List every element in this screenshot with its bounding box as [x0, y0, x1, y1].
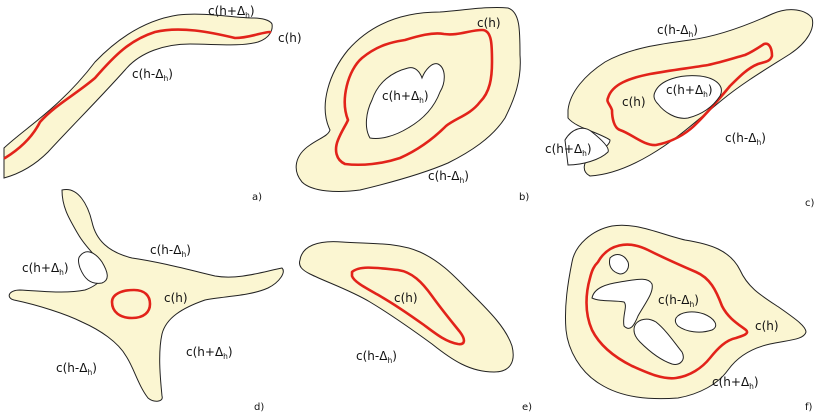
label-c-plus-edge: c(h+Δh) — [545, 142, 592, 158]
panel-e — [299, 241, 514, 373]
panel-c — [564, 9, 814, 177]
label-f-ch: c(h) — [755, 319, 779, 333]
panel-f-hole-4 — [674, 311, 717, 333]
label-e-minus: c(h-Δh) — [356, 349, 397, 365]
label-b-plus: c(h+Δh) — [382, 89, 429, 105]
panel-letter-a: a) — [252, 192, 262, 203]
panel-letter-e: e) — [522, 402, 532, 413]
label-c-plus-inner: c(h+Δh) — [666, 83, 713, 99]
panel-b-hole — [365, 63, 445, 139]
label-d-plus-right: c(h+Δh) — [186, 345, 233, 361]
panel-letter-c: c) — [805, 198, 814, 209]
label-b-ch: c(h) — [477, 16, 501, 30]
panel-d — [8, 189, 284, 402]
panel-f — [564, 224, 807, 400]
panel-c-hole-edge — [564, 127, 609, 166]
label-b-minus: c(h-Δh) — [428, 169, 469, 185]
label-e-ch: c(h) — [394, 291, 418, 305]
panel-b — [295, 6, 521, 192]
panel-f-hole-2 — [591, 278, 653, 329]
label-f-minus: c(h-Δh) — [658, 293, 699, 309]
label-a-plus: c(h+Δh) — [208, 4, 255, 20]
panel-c-hole-inner — [653, 75, 722, 119]
label-c-minus-bottom: c(h-Δh) — [725, 131, 766, 147]
panel-e-contour — [350, 266, 466, 346]
label-a-minus: c(h-Δh) — [132, 67, 173, 83]
label-c-ch: c(h) — [622, 95, 646, 109]
panel-e-zone — [299, 241, 514, 373]
panel-letter-b: b) — [519, 192, 529, 203]
panel-d-contour — [110, 288, 152, 320]
panel-f-contour — [585, 243, 749, 380]
label-d-plus-left: c(h+Δh) — [22, 261, 69, 277]
label-a-ch: c(h) — [278, 31, 302, 45]
label-d-ch: c(h) — [164, 291, 188, 305]
label-d-minus-bottom: c(h-Δh) — [56, 361, 97, 377]
panel-a — [3, 13, 273, 179]
panel-letter-f: f) — [805, 402, 813, 413]
panel-f-zone — [564, 224, 807, 400]
panel-a-contour — [3, 28, 272, 160]
panel-d-hole — [78, 251, 108, 284]
panel-b-contour — [334, 28, 494, 167]
label-f-plus: c(h+Δh) — [712, 375, 759, 391]
label-c-minus-top: c(h-Δh) — [657, 23, 698, 39]
panel-c-contour — [606, 42, 774, 147]
panel-f-hole-3 — [633, 318, 684, 365]
panel-letter-d: d) — [254, 402, 264, 413]
panel-f-hole-1 — [609, 254, 629, 275]
label-d-minus-top: c(h-Δh) — [150, 243, 191, 259]
